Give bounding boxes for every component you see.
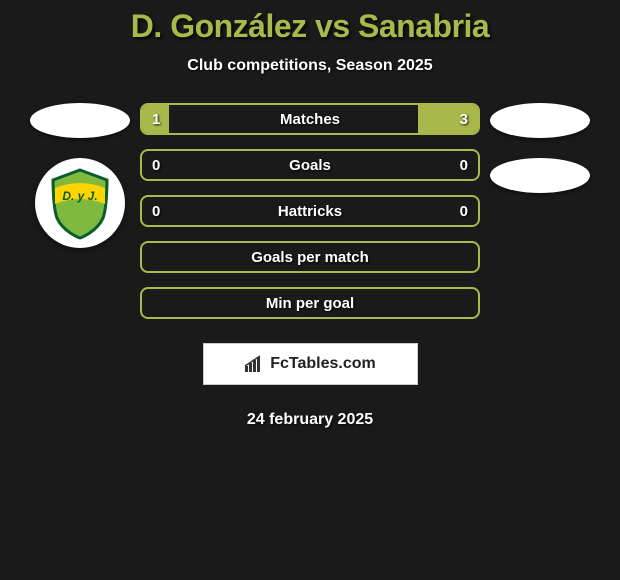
left-column: D. y J. [20,103,140,248]
page-title: D. González vs Sanabria [131,8,489,45]
stat-label: Hattricks [278,203,342,220]
player-right-badge [490,103,590,138]
player-left-badge [30,103,130,138]
stat-right-value: 0 [448,203,468,220]
stat-left-value: 0 [152,157,172,174]
stat-label: Matches [280,111,340,128]
brand-text: FcTables.com [270,355,376,373]
stat-row-goals: 0 Goals 0 [140,149,480,181]
stat-row-goals-per-match: Goals per match [140,241,480,273]
right-column [480,103,600,193]
bar-chart-icon [244,355,266,373]
shield-icon: D. y J. [41,164,119,242]
svg-text:D. y J.: D. y J. [62,189,97,203]
subtitle: Club competitions, Season 2025 [187,57,432,75]
stat-row-hattricks: 0 Hattricks 0 [140,195,480,227]
stat-label: Min per goal [266,295,354,312]
stat-row-min-per-goal: Min per goal [140,287,480,319]
brand-attribution[interactable]: FcTables.com [203,343,418,385]
comparison-widget: D. González vs Sanabria Club competition… [0,0,620,429]
stat-right-value: 3 [448,111,468,128]
stats-column: 1 Matches 3 0 Goals 0 0 Hattricks 0 Goal… [140,103,480,429]
stat-left-value: 0 [152,203,172,220]
club-left-badge: D. y J. [35,158,125,248]
date-label: 24 february 2025 [247,411,373,429]
stat-label: Goals [289,157,331,174]
club-right-badge [490,158,590,193]
stat-right-value: 0 [448,157,468,174]
stat-left-value: 1 [152,111,172,128]
main-row: D. y J. 1 Matches 3 0 Goals 0 0 Hattrick… [0,103,620,429]
stat-row-matches: 1 Matches 3 [140,103,480,135]
stat-label: Goals per match [251,249,369,266]
